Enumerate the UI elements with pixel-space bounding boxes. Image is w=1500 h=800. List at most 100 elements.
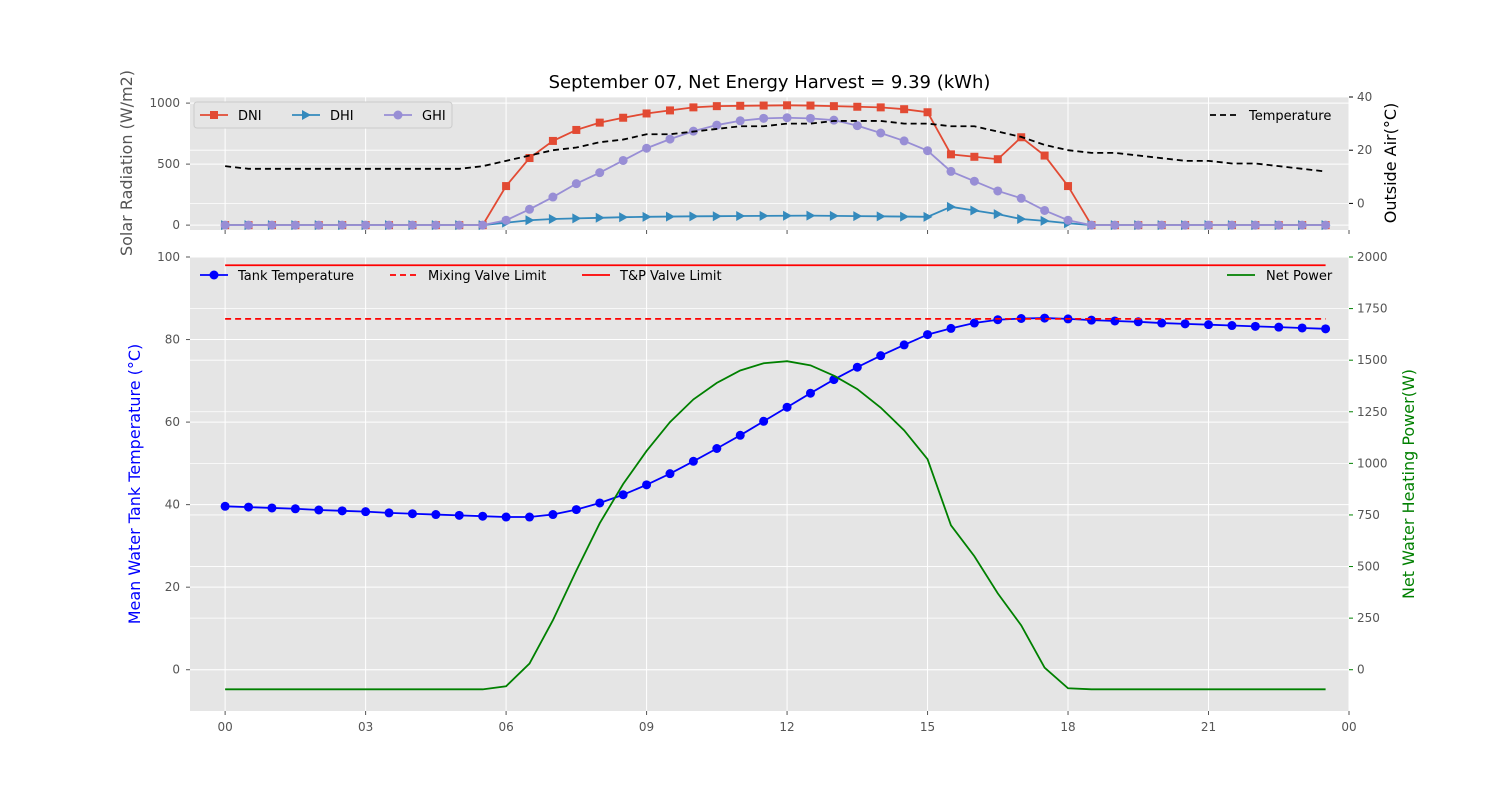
data-point (689, 211, 699, 222)
y2-tick-label: 1500 (1357, 353, 1388, 367)
data-point (361, 220, 371, 230)
y2-tick-label: 40 (1357, 90, 1372, 104)
data-point (478, 220, 488, 230)
data-point (782, 113, 792, 123)
y2-tick-label: 0 (1357, 663, 1365, 677)
y-tick-label: 0 (172, 663, 180, 677)
data-point (267, 220, 277, 230)
data-point (1227, 220, 1237, 230)
data-point (712, 444, 722, 454)
legend-left: DNI DHI GHI (193, 101, 453, 129)
data-point (970, 152, 979, 161)
data-point (642, 480, 652, 490)
data-point (946, 201, 956, 212)
data-point (806, 101, 815, 110)
legend-label: DNI (238, 109, 262, 124)
y-tick-label: 0 (172, 218, 180, 232)
data-point (1227, 321, 1237, 331)
data-point (525, 512, 535, 522)
data-point (1133, 220, 1143, 230)
data-point (337, 220, 347, 230)
data-point (501, 512, 511, 522)
data-point (525, 204, 535, 214)
y2-tick-label: 1000 (1357, 456, 1388, 470)
legend-label: Temperature (1248, 109, 1331, 124)
y-axis-label: Solar Radiation (W/m2) (117, 70, 136, 256)
data-point (314, 505, 324, 515)
legend-marker (302, 110, 311, 120)
data-point (712, 211, 722, 222)
data-point (969, 176, 979, 186)
legend-right: Net Power (1227, 269, 1333, 284)
data-point (1321, 324, 1331, 334)
data-point (1204, 320, 1214, 330)
data-point (642, 109, 651, 118)
legend-label: T&P Valve Limit (619, 269, 722, 284)
data-point (1250, 220, 1260, 230)
x-tick-label: 00 (217, 720, 232, 734)
data-point (290, 220, 300, 230)
data-point (736, 210, 746, 221)
x-tick-label: 06 (498, 720, 513, 734)
data-point (618, 155, 628, 165)
data-point (993, 155, 1002, 164)
data-point (759, 101, 768, 110)
data-point (525, 154, 534, 163)
data-point (876, 103, 885, 112)
data-point (805, 388, 815, 398)
legend-marker (210, 111, 218, 119)
data-point (1110, 220, 1120, 230)
data-point (1157, 318, 1167, 328)
data-point (899, 136, 909, 146)
data-point (712, 102, 721, 111)
data-point (431, 220, 441, 230)
data-point (548, 510, 558, 520)
y-tick-label: 100 (157, 250, 180, 264)
data-point (618, 490, 628, 500)
legend-box (193, 101, 453, 129)
y2-tick-label: 2000 (1357, 250, 1388, 264)
data-point (689, 103, 698, 112)
legend-label: DHI (330, 109, 354, 124)
y-axis-label: Mean Water Tank Temperature (°C) (125, 344, 144, 625)
data-point (572, 213, 582, 224)
data-point (1180, 319, 1190, 329)
data-point (595, 212, 605, 223)
data-point (665, 211, 675, 222)
data-point (923, 146, 933, 156)
data-point (759, 210, 769, 221)
data-point (454, 510, 464, 520)
data-point (244, 502, 254, 512)
data-point (735, 430, 745, 440)
data-point (759, 416, 769, 426)
series-line-net-power (225, 360, 1326, 691)
data-point (665, 106, 674, 115)
data-point (900, 105, 909, 114)
data-point (431, 510, 441, 520)
y-tick-label: 40 (165, 498, 180, 512)
data-point (923, 211, 933, 222)
data-point (1110, 316, 1120, 326)
data-point (805, 113, 815, 123)
data-point (619, 212, 629, 223)
data-point (969, 318, 979, 328)
data-point (923, 330, 933, 340)
data-point (267, 503, 277, 513)
data-point (852, 362, 862, 372)
y2-tick-label: 1250 (1357, 405, 1388, 419)
data-point (1204, 220, 1214, 230)
data-point (759, 113, 769, 123)
legend-label: GHI (422, 109, 446, 124)
legend-left: Tank Temperature Mixing Valve Limit T&P Va… (200, 269, 722, 284)
y2-tick-label: 1750 (1357, 302, 1388, 316)
data-point (1157, 220, 1167, 230)
y2-axis-label: Outside Air(°C) (1381, 103, 1400, 224)
data-point (806, 210, 816, 221)
plot-area (190, 257, 1349, 711)
data-point (1017, 214, 1027, 225)
data-point (1040, 205, 1050, 215)
data-point (478, 511, 488, 521)
data-point (1250, 321, 1260, 331)
legend-label: Net Power (1266, 269, 1333, 284)
data-point (688, 456, 698, 466)
